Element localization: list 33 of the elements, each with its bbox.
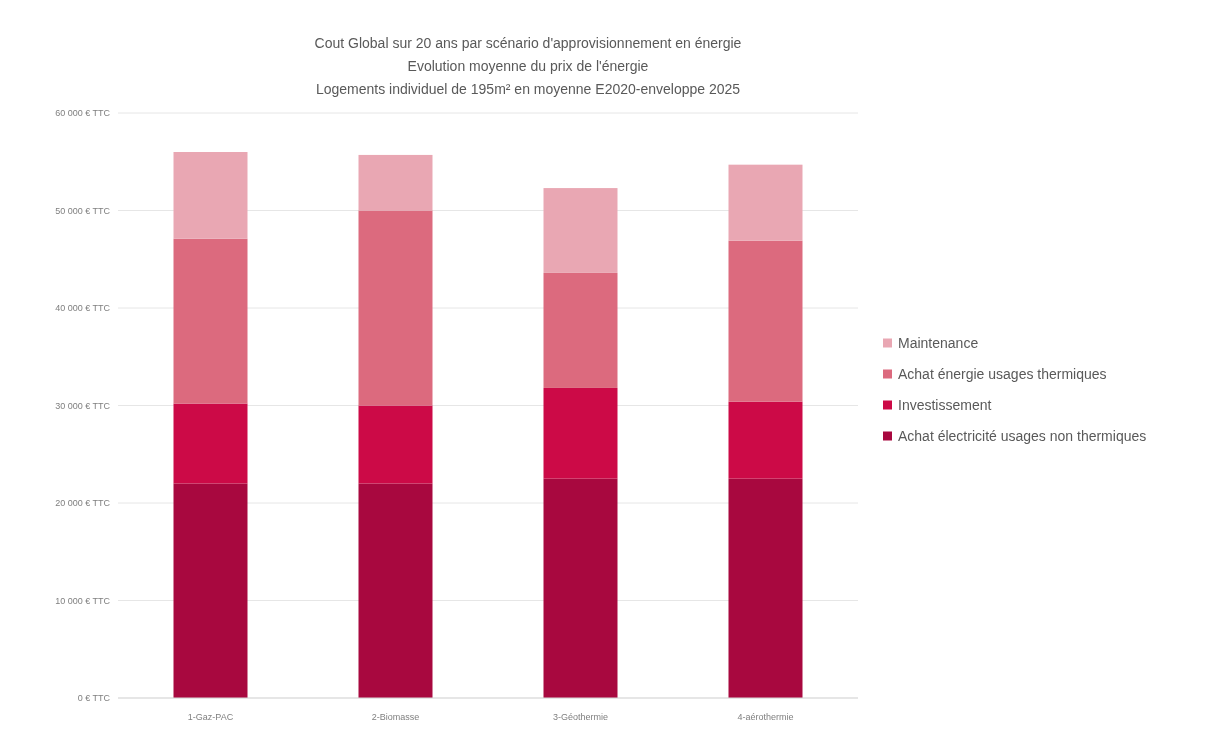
bar — [173, 483, 248, 698]
chart-title: Cout Global sur 20 ans par scénario d'approvisionnement en énergie — [314, 35, 742, 51]
legend-label: Investissement — [898, 397, 992, 414]
legend-label: Achat électricité usages non thermiques — [898, 428, 1147, 445]
bar — [173, 152, 248, 239]
x-tick-label: 3-Géothermie — [552, 712, 609, 722]
y-tick-label: 50 000 € TTC — [55, 205, 111, 216]
bar — [728, 401, 803, 479]
y-tick-label: 40 000 € TTC — [55, 303, 111, 314]
legend-label: Maintenance — [898, 335, 979, 352]
bar — [728, 240, 803, 402]
bar — [173, 403, 248, 484]
bar — [173, 238, 248, 404]
chart-subtitle: Evolution moyenne du prix de l'énergie Logements individuel de 195m² en moyenne E2020-enveloppe 2025 — [315, 58, 741, 97]
bar — [543, 188, 618, 273]
y-tick-label: 0 € TTC — [77, 693, 111, 704]
bar — [543, 478, 618, 698]
y-tick-label: 20 000 € TTC — [55, 498, 111, 509]
bar — [358, 154, 433, 211]
x-tick-label: 1-Gaz-PAC — [187, 712, 234, 722]
bar — [728, 478, 803, 698]
bar — [358, 483, 433, 698]
y-tick-label: 60 000 € TTC — [55, 108, 111, 119]
bar — [728, 164, 803, 241]
bar — [358, 405, 433, 484]
x-tick-label: 2-Biomasse — [371, 712, 420, 722]
x-tick-label: 4-aérothermie — [737, 712, 794, 722]
legend-label: Achat énergie usages thermiques — [898, 366, 1107, 383]
bar — [543, 387, 618, 479]
y-tick-label: 30 000 € TTC — [55, 400, 111, 411]
bar — [358, 210, 433, 406]
bar — [543, 272, 618, 388]
y-tick-label: 10 000 € TTC — [55, 595, 111, 606]
